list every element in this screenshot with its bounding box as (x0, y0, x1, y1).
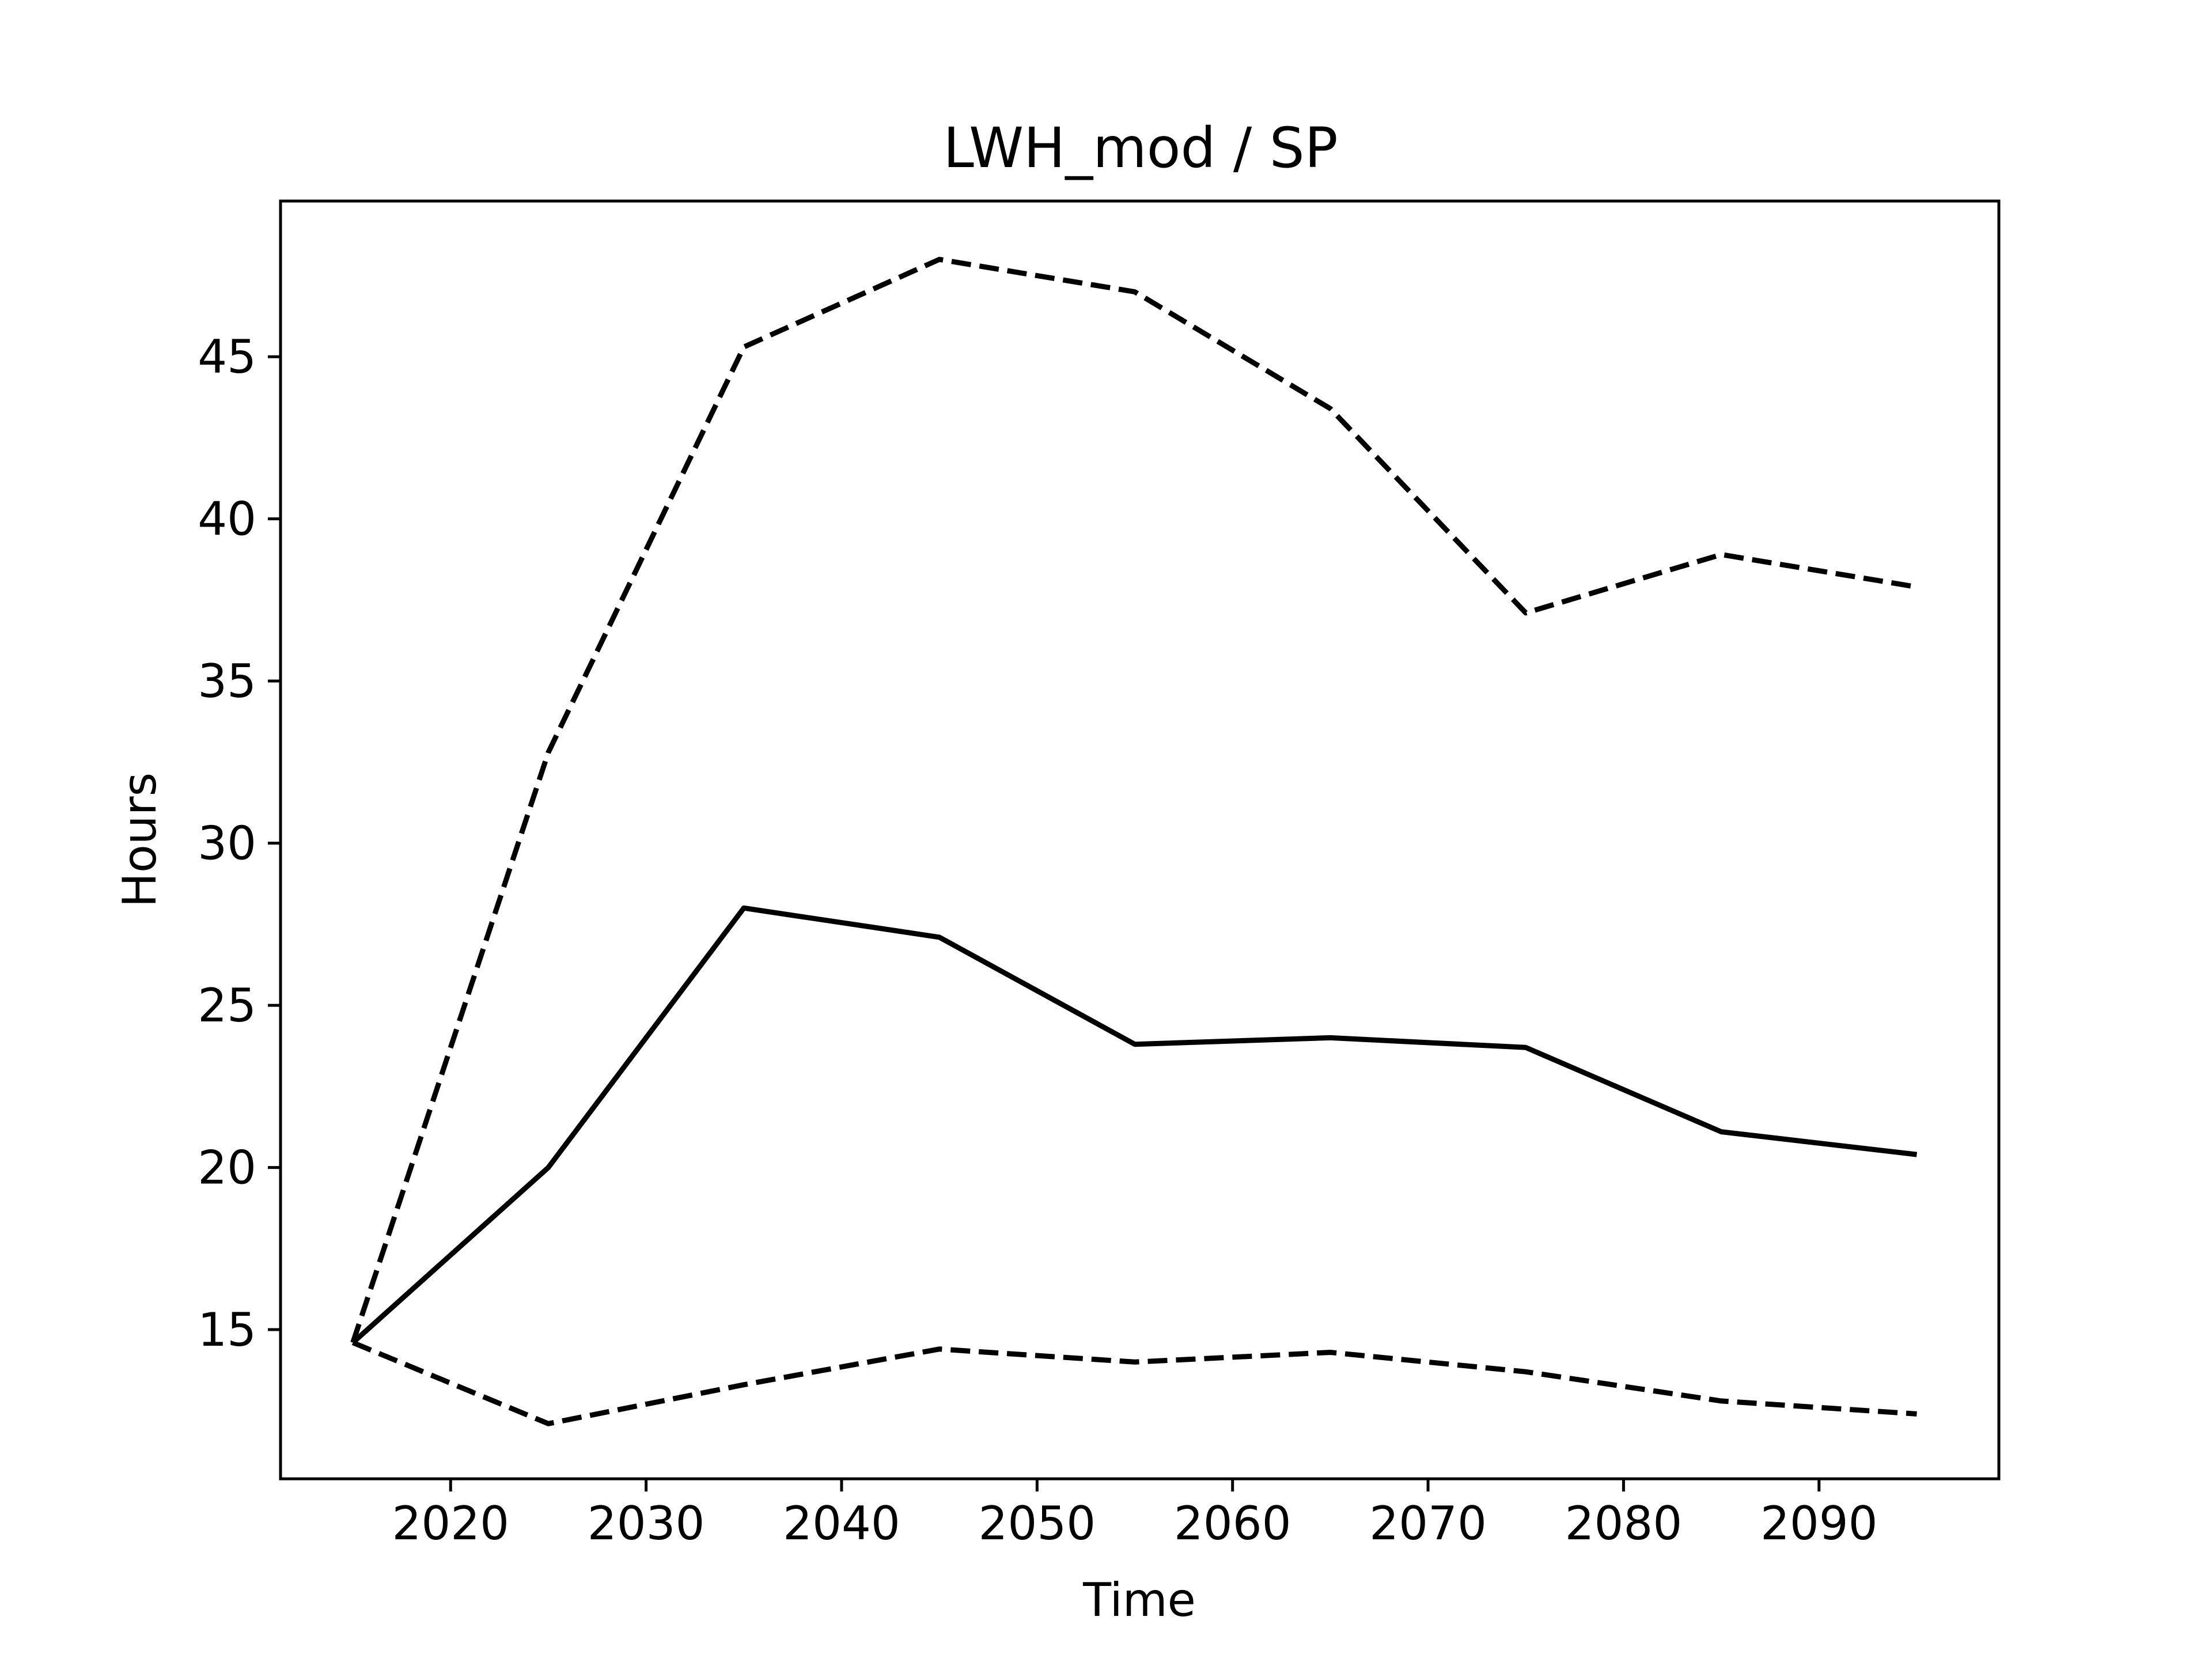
series-line-2 (350, 256, 1918, 1344)
x-tick-label: 2020 (392, 1497, 509, 1550)
y-tick-label: 35 (198, 654, 256, 708)
x-tick-label: 2060 (1174, 1497, 1291, 1550)
x-axis-label: Time (1082, 1573, 1196, 1627)
y-tick-label: 15 (198, 1303, 256, 1357)
series-line-1 (351, 905, 1918, 1345)
y-tick-label: 45 (198, 330, 256, 384)
series-layer (350, 256, 1918, 1426)
series-line-3 (351, 1340, 1917, 1426)
x-tick-label: 2080 (1565, 1497, 1683, 1550)
y-tick-label: 40 (198, 493, 256, 546)
y-tick-label: 25 (198, 979, 256, 1032)
x-axis-ticks: 2020 2030 2040 2050 2060 2070 2080 2090 (392, 1479, 1878, 1550)
y-tick-label: 30 (198, 817, 256, 870)
x-tick-label: 2050 (979, 1497, 1096, 1550)
chart-title: LWH_mod / SP (943, 116, 1338, 180)
y-tick-label: 20 (198, 1141, 256, 1195)
x-tick-label: 2030 (588, 1497, 705, 1550)
y-axis-ticks: 15 20 25 30 35 40 45 (198, 330, 281, 1357)
x-tick-label: 2040 (783, 1497, 900, 1550)
y-axis-label: Hours (113, 773, 166, 907)
plot-area-frame (279, 199, 2001, 1481)
x-tick-label: 2090 (1760, 1497, 1878, 1550)
x-tick-label: 2070 (1369, 1497, 1487, 1550)
